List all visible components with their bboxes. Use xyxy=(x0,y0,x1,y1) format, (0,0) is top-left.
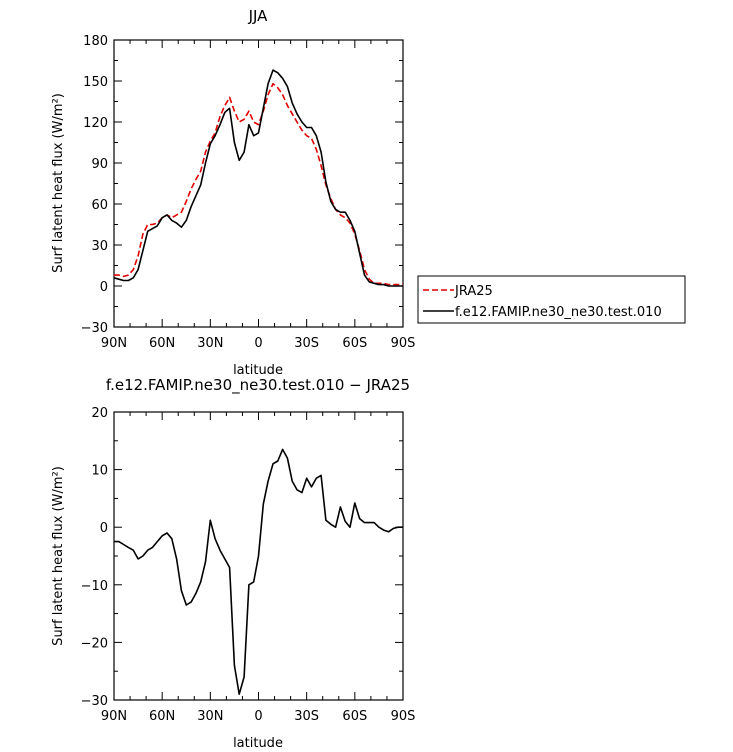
top-y-tick-label: 90 xyxy=(91,157,108,172)
top-y-tick-label: −30 xyxy=(81,321,108,336)
top-x-tick-label: 90S xyxy=(391,336,416,351)
top-y-tick-label: 120 xyxy=(83,116,108,131)
bottom-x-tick-label: 30S xyxy=(294,709,319,724)
bottom-chart-xlabel: latitude xyxy=(233,736,283,751)
bottom-x-tick-label: 30N xyxy=(197,709,223,724)
top-chart-panel: JJA 90N 60N 30N 0 30S 60S 90S −30 0 30 60 90 120 150 1… xyxy=(51,7,415,378)
bottom-y-tick-label: −10 xyxy=(81,579,108,594)
bottom-y-tick-label: −30 xyxy=(81,694,108,709)
bottom-y-tick-label: 10 xyxy=(91,464,108,479)
bottom-y-tick-label: 20 xyxy=(91,406,108,421)
top-y-tick-label: 0 xyxy=(100,280,108,295)
bottom-x-tick-label: 60S xyxy=(342,709,367,724)
top-x-tick-label: 30S xyxy=(294,336,319,351)
top-chart-title: JJA xyxy=(248,7,269,25)
top-x-tick-label: 0 xyxy=(254,336,262,351)
top-chart-legend: JRA25 f.e12.FAMIP.ne30_ne30.test.010 xyxy=(417,275,686,324)
top-chart-xlabel: latitude xyxy=(233,363,283,378)
bottom-series-line-0 xyxy=(114,448,403,696)
bottom-x-tick-label: 90N xyxy=(101,709,127,724)
top-y-tick-label: 60 xyxy=(91,198,108,213)
top-x-tick-label: 90N xyxy=(101,336,127,351)
legend-box xyxy=(417,275,686,324)
top-chart-frame xyxy=(113,39,404,328)
top-y-tick-label: 30 xyxy=(91,239,108,254)
bottom-chart-panel: f.e12.FAMIP.ne30_ne30.test.010 − JRA25 9… xyxy=(51,376,415,751)
top-y-tick-label: 150 xyxy=(83,75,108,90)
bottom-x-tick-label: 60N xyxy=(149,709,175,724)
bottom-chart-title: f.e12.FAMIP.ne30_ne30.test.010 − JRA25 xyxy=(106,376,410,395)
bottom-chart-ylabel: Surf latent heat flux (W/m²) xyxy=(51,466,66,646)
top-y-tick-label: 180 xyxy=(83,34,108,49)
bottom-x-tick-label: 90S xyxy=(391,709,416,724)
top-chart-ylabel: Surf latent heat flux (W/m²) xyxy=(51,93,66,273)
bottom-y-tick-label: 0 xyxy=(100,521,108,536)
top-x-tick-label: 60N xyxy=(149,336,175,351)
legend-label-jra25: JRA25 xyxy=(454,284,493,299)
legend-label-model: f.e12.FAMIP.ne30_ne30.test.010 xyxy=(455,305,662,320)
top-x-tick-label: 60S xyxy=(342,336,367,351)
top-x-tick-label: 30N xyxy=(197,336,223,351)
bottom-y-tick-label: −20 xyxy=(81,636,108,651)
top-series-line-1 xyxy=(113,69,403,287)
bottom-x-tick-label: 0 xyxy=(254,709,262,724)
